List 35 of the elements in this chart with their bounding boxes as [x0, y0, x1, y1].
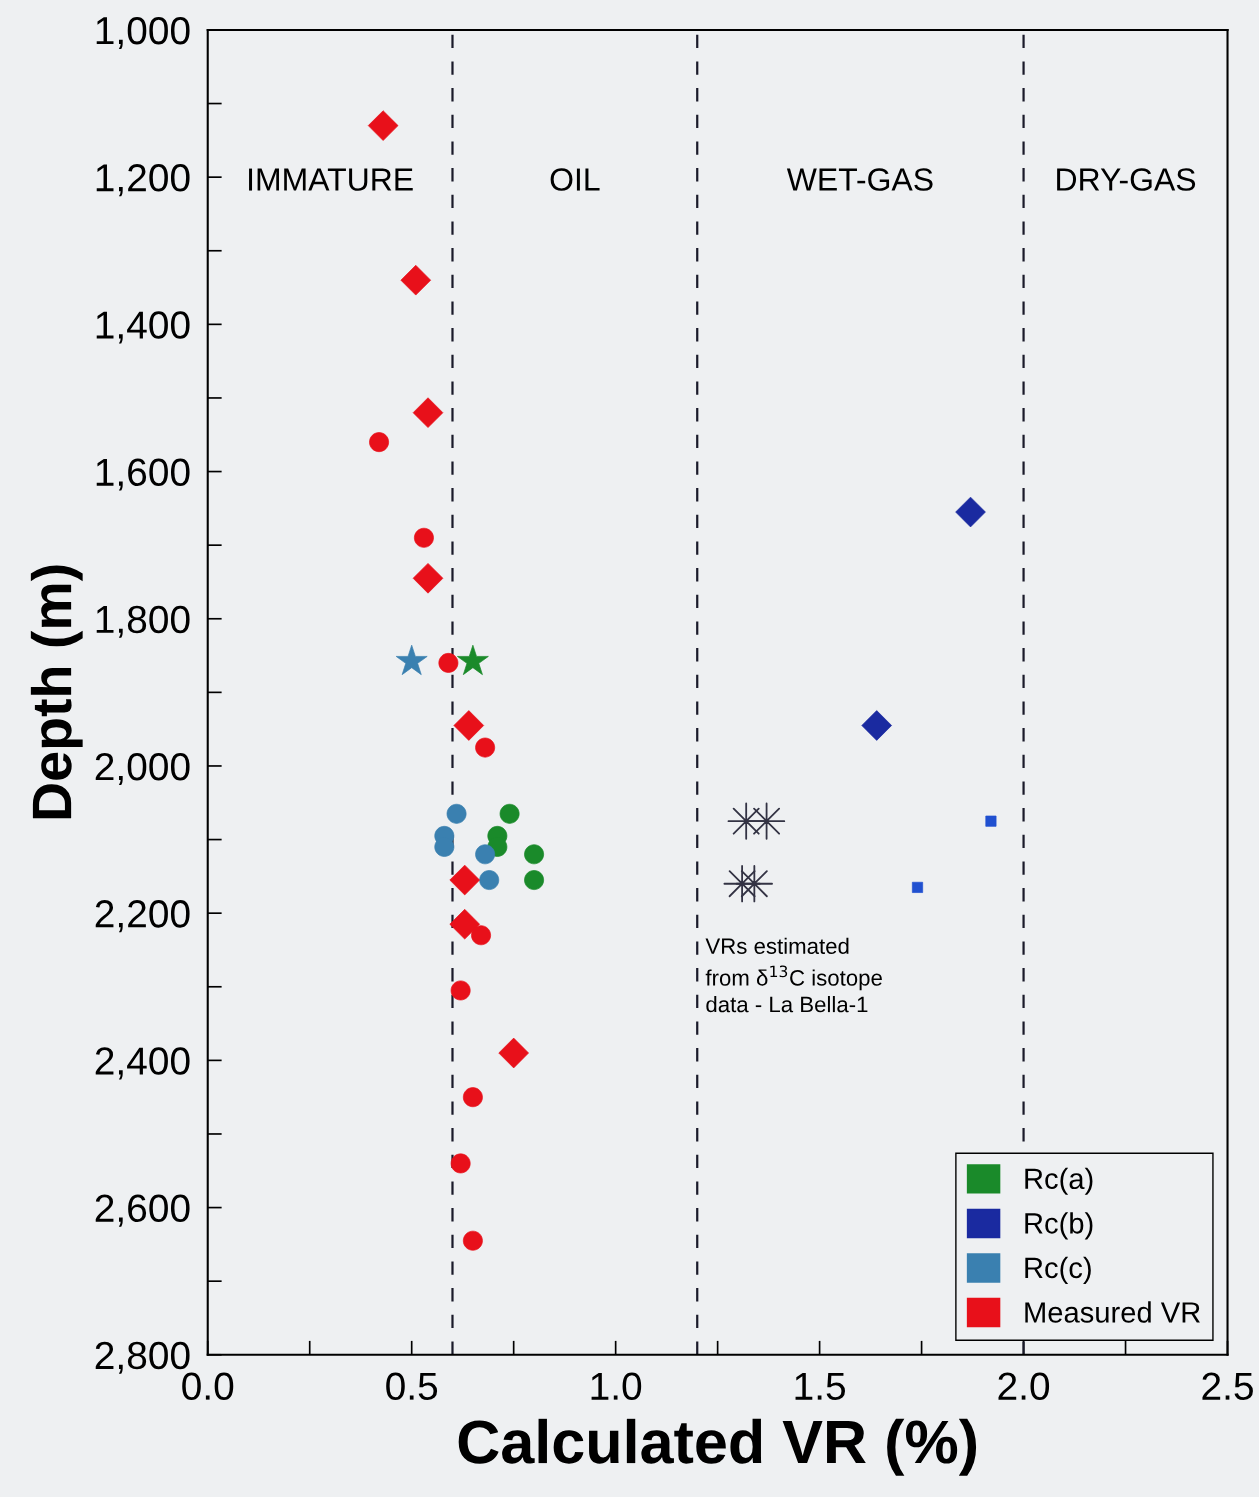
annotation: VRs estimated from δ$^{13}$C isotope data - La Bella-1 [705, 937, 882, 1013]
x-axis-title: Calculated VR (%) [458, 1418, 977, 1476]
y-tick-label: 1,600 [96, 458, 190, 491]
annotation: IMMATURE [249, 168, 413, 191]
y-tick-label: 1,400 [96, 311, 190, 344]
y-tick-label: 2,600 [95, 1194, 190, 1227]
x-tick-label: 1.5 [795, 1372, 846, 1401]
legend-label: Rc(a) [1025, 1167, 1093, 1195]
x-tick-label: 0.0 [182, 1372, 234, 1401]
legend-label: Rc(b) [1025, 1212, 1093, 1240]
point [861, 710, 892, 741]
point [524, 870, 544, 890]
point [955, 496, 986, 528]
y-tick-label: 1,000 [96, 16, 190, 50]
point [412, 563, 444, 594]
x-tick-label: 2.5 [1202, 1372, 1253, 1401]
y-tick-label: 1,800 [96, 605, 190, 638]
y-tick-label: 2,400 [95, 1047, 190, 1080]
y-tick-label: 2,200 [95, 900, 190, 933]
y-axis-title: Depth (m) [30, 565, 83, 819]
y-tick-label: 2,000 [95, 752, 190, 786]
legend-label: Measured VR [1025, 1301, 1200, 1323]
y-tick-label: 2,800 [95, 1341, 190, 1374]
x-tick-label: 0.5 [386, 1372, 438, 1401]
annotation: WET-GAS [786, 168, 933, 191]
point [735, 865, 773, 903]
x-tick-label: 2.0 [998, 1372, 1050, 1401]
point [438, 653, 459, 673]
y-tick-label: 1,200 [96, 164, 190, 197]
x-tick-label: 1.0 [591, 1372, 642, 1401]
legend-label: Rc(c) [1025, 1256, 1091, 1284]
point [414, 527, 434, 548]
point [475, 844, 496, 865]
annotation: OIL [550, 168, 600, 191]
annotation: DRY-GAS [1057, 168, 1196, 191]
